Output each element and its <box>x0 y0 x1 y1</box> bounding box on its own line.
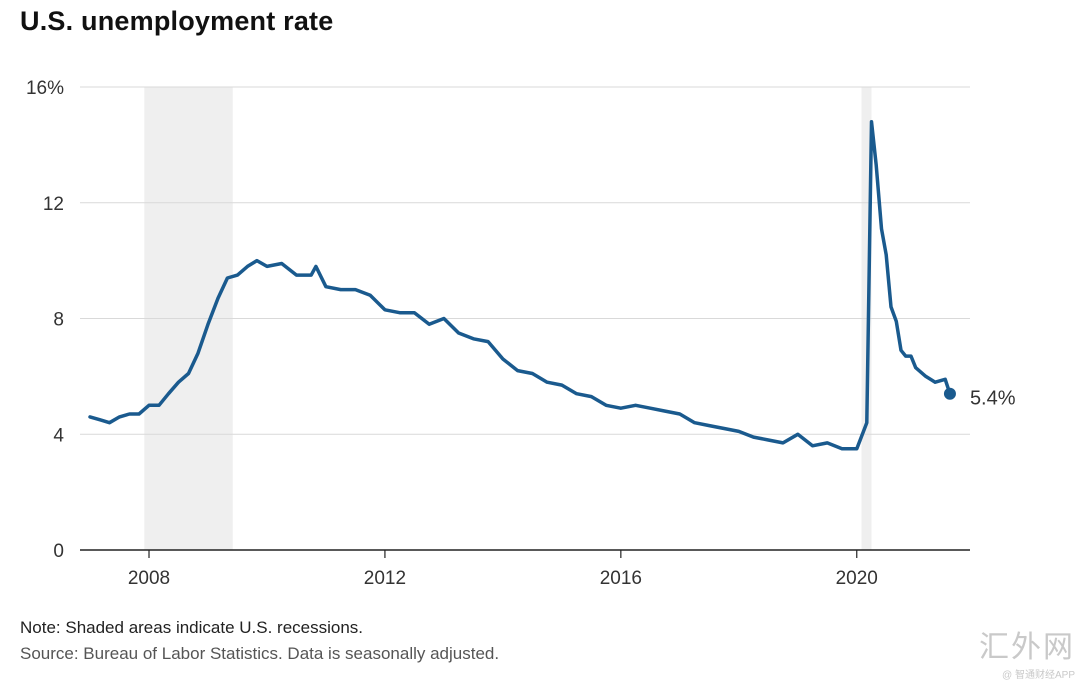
x-tick-label: 2020 <box>836 568 878 589</box>
chart-note: Note: Shaded areas indicate U.S. recessi… <box>20 618 364 637</box>
x-tick-label: 2016 <box>600 568 642 589</box>
watermark-text: 汇外网 <box>979 630 1075 665</box>
x-tick-label: 2012 <box>364 568 406 589</box>
y-tick-label: 8 <box>53 310 64 331</box>
chart-source: Source: Bureau of Labor Statistics. Data… <box>20 644 500 663</box>
gridlines <box>80 86 970 435</box>
y-tick-label: 12 <box>43 194 64 215</box>
end-point-label: 5.4% <box>970 388 1016 410</box>
x-tick-label: 2008 <box>128 568 170 589</box>
watermark-logo: 汇外网 @ 智通财经APP <box>979 622 1075 681</box>
y-tick-label: 0 <box>53 541 64 562</box>
chart-title: U.S. unemployment rate <box>20 6 334 36</box>
y-tick-label: 16% <box>26 78 64 99</box>
end-point-marker <box>943 387 956 400</box>
series-layer: 5.4% <box>88 119 1016 451</box>
y-axis-tick-labels: 0 4 8 12 16% <box>26 78 64 562</box>
y-tick-label: 4 <box>53 425 64 446</box>
series-line <box>88 119 952 451</box>
x-axis: 2008 2012 2016 2020 <box>80 549 970 589</box>
